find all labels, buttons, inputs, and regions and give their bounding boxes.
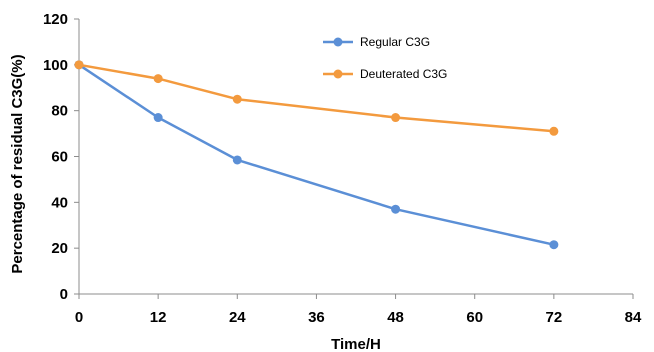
y-tick-label: 60 [51,149,68,166]
legend-item: Regular C3G [323,35,430,49]
data-point [391,204,401,214]
x-tick-label: 24 [229,309,246,326]
x-axis: 0 12 24 36 48 60 72 84 [75,293,642,326]
data-point [153,113,163,123]
y-axis: 0 20 40 60 80 100 120 [43,11,80,303]
y-axis-label: Percentage of residual C3G(%) [9,54,26,273]
x-axis-label: Time/H [331,336,381,352]
series-line [78,63,555,246]
data-point [232,94,242,104]
legend-swatch-marker [333,37,343,47]
y-tick-label: 100 [43,57,68,74]
legend-label: Deuterated C3G [360,67,447,81]
data-point [391,113,401,123]
y-tick-label: 120 [43,11,68,28]
data-point [232,155,242,165]
y-tick-label: 80 [51,103,68,120]
legend-swatch-marker [333,69,343,79]
y-tick-label: 0 [60,286,68,303]
x-tick-label: 36 [308,309,325,326]
data-point [74,60,84,70]
x-tick-label: 12 [150,309,167,326]
series-1 [74,60,559,136]
legend-label: Regular C3G [360,35,430,49]
series-0 [74,60,559,250]
data-point [549,240,559,250]
y-tick-label: 40 [51,194,68,211]
x-tick-label: 0 [75,309,83,326]
data-point [153,74,163,84]
data-point [549,126,559,136]
x-tick-label: 48 [387,309,404,326]
legend: Regular C3G Deuterated C3G [323,35,447,81]
x-tick-label: 60 [466,309,483,326]
series-line [78,63,555,133]
x-tick-label: 72 [546,309,563,326]
y-tick-label: 20 [51,240,68,257]
series-layer [74,60,559,250]
x-tick-label: 84 [625,309,642,326]
legend-item: Deuterated C3G [323,67,447,81]
